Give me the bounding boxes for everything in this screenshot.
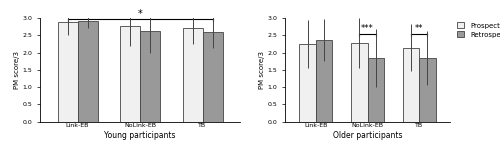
X-axis label: Young participants: Young participants	[104, 131, 176, 140]
Bar	[402, 48, 419, 122]
Legend: Prospective, Retrospective: Prospective, Retrospective	[457, 22, 500, 38]
Bar	[316, 40, 332, 122]
Bar	[182, 28, 203, 122]
Bar	[78, 21, 98, 122]
Bar	[140, 31, 160, 122]
Y-axis label: PM score/3: PM score/3	[14, 51, 20, 89]
Y-axis label: PM score/3: PM score/3	[258, 51, 264, 89]
Bar	[58, 22, 78, 122]
Text: *: *	[138, 9, 142, 19]
Bar	[300, 44, 316, 122]
Text: **: **	[415, 24, 424, 33]
Bar	[120, 26, 140, 122]
Bar	[368, 58, 384, 122]
X-axis label: Older participants: Older participants	[333, 131, 402, 140]
Text: ***: ***	[361, 24, 374, 33]
Bar	[419, 58, 436, 122]
Bar	[202, 32, 222, 122]
Bar	[351, 43, 368, 122]
